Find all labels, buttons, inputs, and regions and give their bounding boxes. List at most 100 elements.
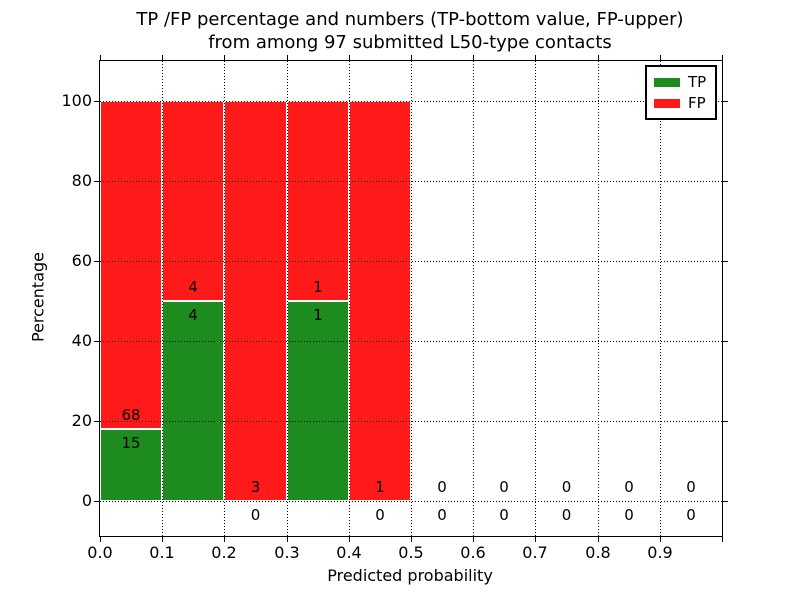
y-tick-right <box>723 341 728 342</box>
y-tick-left <box>94 341 99 342</box>
y-tick-left <box>94 501 99 502</box>
x-tick-label-0.4: 0.4 <box>336 543 362 562</box>
x-tick-top <box>598 55 599 60</box>
x-tick-top <box>100 55 101 60</box>
y-tick-left <box>94 101 99 102</box>
y-tick-right <box>723 501 728 502</box>
bar-label-fp-3: 1 <box>313 278 323 296</box>
legend: TP FP <box>645 65 717 120</box>
x-tick-top <box>660 55 661 60</box>
v-gridline-0.8 <box>598 61 599 536</box>
bar-segment-fp-1 <box>162 101 224 301</box>
h-gridline-0 <box>100 501 722 502</box>
bar-label-fp-1: 4 <box>188 278 198 296</box>
x-tick-label-0.5: 0.5 <box>398 543 424 562</box>
bar-label-tp-6: 0 <box>499 506 509 524</box>
bar-label-fp-5: 0 <box>437 478 447 496</box>
x-tick-label-0.1: 0.1 <box>149 543 175 562</box>
chart-title-line2: from among 97 submitted L50-type contact… <box>208 32 612 53</box>
x-tick-label-0.0: 0.0 <box>87 543 113 562</box>
bar-label-tp-0: 15 <box>121 433 141 452</box>
bar-label-tp-1: 4 <box>188 306 198 324</box>
bar-label-tp-5: 0 <box>437 506 447 524</box>
x-tick-bottom <box>473 537 474 542</box>
x-tick-top <box>722 55 723 60</box>
x-tick-label-0.3: 0.3 <box>274 543 300 562</box>
bar-segment-tp-0 <box>100 428 162 501</box>
bar-label-tp-7: 0 <box>561 506 572 524</box>
bar-label-fp-0: 68 <box>121 405 141 424</box>
plot-area: 68 15 4 4 3 0 1 1 1 0 0 0 0 0 0 0 0 0 0 0 0.0 0.1 0.2 0.3 0.4 0.5… <box>61 55 728 562</box>
y-axis-label: Percentage <box>28 251 48 343</box>
y-tick-left <box>94 421 99 422</box>
x-tick-top <box>162 55 163 60</box>
bar-label-tp-8: 0 <box>624 506 634 524</box>
x-tick-top <box>535 55 536 60</box>
bar-segment-fp-3 <box>287 101 349 301</box>
x-tick-bottom <box>411 537 412 542</box>
h-gridline-60 <box>100 261 722 262</box>
x-tick-label-0.6: 0.6 <box>460 543 486 562</box>
bar-label-fp-7: 0 <box>561 478 572 496</box>
bar-segment-tp-3 <box>287 301 349 501</box>
x-tick-top <box>349 55 350 60</box>
v-gridline-0.2 <box>224 61 225 536</box>
y-tick-label-20: 20 <box>71 411 92 430</box>
x-tick-bottom <box>224 537 225 542</box>
x-tick-bottom <box>349 537 350 542</box>
x-tick-bottom <box>598 537 599 542</box>
y-tick-label-80: 80 <box>71 171 92 190</box>
x-tick-label-0.2: 0.2 <box>211 543 237 562</box>
x-tick-bottom <box>287 537 288 542</box>
legend-label-fp: FP <box>688 94 706 112</box>
fp-color-swatch <box>654 99 680 108</box>
x-tick-top <box>411 55 412 60</box>
legend-label-tp: TP <box>688 73 707 91</box>
y-tick-label-60: 60 <box>71 251 92 270</box>
tp-color-swatch <box>654 78 680 87</box>
v-gridline-0.9 <box>660 61 661 536</box>
y-tick-left <box>94 261 99 262</box>
v-gridline-0.5 <box>411 61 412 536</box>
h-gridline-20 <box>100 421 722 422</box>
bar-label-tp-4: 0 <box>375 506 385 524</box>
x-tick-top <box>287 55 288 60</box>
bar-label-fp-2: 3 <box>250 478 261 496</box>
v-gridline-0.4 <box>349 61 350 536</box>
x-tick-label-0.9: 0.9 <box>647 543 673 562</box>
y-tick-label-100: 100 <box>61 91 92 110</box>
y-tick-right <box>723 421 728 422</box>
x-axis-label: Predicted probability <box>327 566 493 585</box>
bar-segment-fp-4 <box>349 101 411 501</box>
chart-title: TP /FP percentage and numbers (TP-bottom… <box>99 8 721 54</box>
x-tick-bottom <box>535 537 536 542</box>
y-tick-right <box>723 261 728 262</box>
bar-label-tp-2: 0 <box>250 506 261 524</box>
x-tick-top <box>224 55 225 60</box>
v-gridline-0.1 <box>162 61 163 536</box>
y-tick-label-40: 40 <box>71 331 92 350</box>
v-gridline-0.7 <box>535 61 536 536</box>
bar-label-fp-6: 0 <box>499 478 509 496</box>
bar-segment-fp-2 <box>224 101 287 501</box>
bar-label-tp-9: 0 <box>686 506 696 524</box>
bar-label-fp-9: 0 <box>686 478 696 496</box>
h-gridline-40 <box>100 341 722 342</box>
x-tick-bottom <box>162 537 163 542</box>
bar-segment-fp-0 <box>100 101 162 429</box>
legend-entry-tp: TP <box>654 72 708 93</box>
y-tick-right <box>723 181 728 182</box>
v-gridline-0.6 <box>473 61 474 536</box>
y-tick-label-0: 0 <box>81 491 92 510</box>
y-tick-left <box>94 181 99 182</box>
bar-label-tp-3: 1 <box>313 306 323 324</box>
x-tick-label-0.7: 0.7 <box>522 543 548 562</box>
x-tick-label-0.8: 0.8 <box>585 543 611 562</box>
x-tick-top <box>473 55 474 60</box>
bar-label-fp-8: 0 <box>624 478 634 496</box>
h-gridline-80 <box>100 181 722 182</box>
chart-title-line1: TP /FP percentage and numbers (TP-bottom… <box>136 9 684 30</box>
y-tick-right <box>723 101 728 102</box>
x-tick-bottom <box>100 537 101 542</box>
